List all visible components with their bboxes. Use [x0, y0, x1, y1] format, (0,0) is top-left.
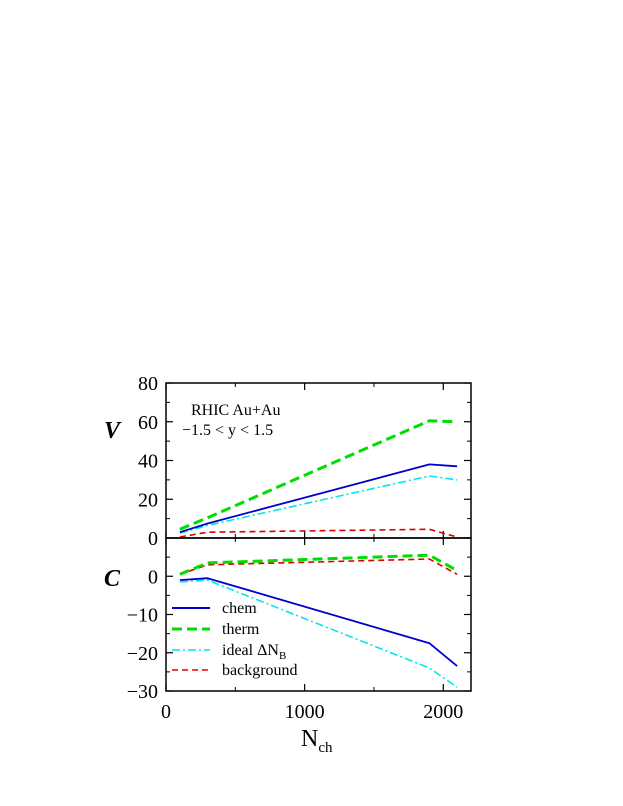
annotation-line-2: −1.5 < y < 1.5 [182, 422, 273, 439]
xtick-label: 0 [161, 701, 171, 723]
ytick-label: −20 [127, 643, 158, 665]
legend-label-therm: therm [222, 621, 260, 638]
x-axis-label-main: N [301, 726, 318, 752]
panel-c-ticks: −30 −20 −10 0 0 1000 2000 [127, 538, 471, 723]
panel-v: 0 20 40 60 80 V RHIC Au+Au −1.5 < y < 1.5 [104, 373, 472, 550]
series-line-chem [179, 463, 458, 534]
ytick-label: 0 [148, 528, 158, 550]
ytick-label: 0 [148, 566, 158, 588]
panel-v-ticks: 0 20 40 60 80 [138, 373, 471, 550]
series-line-therm [179, 553, 458, 576]
series-line-background [179, 558, 458, 576]
panel-c-label: C [104, 566, 121, 592]
legend-label-background: background [222, 662, 298, 679]
panel-c: −30 −20 −10 0 0 1000 2000 C chem therm ideal Δ… [104, 537, 472, 756]
series-line-ideal [179, 579, 458, 688]
xtick-label: 1000 [285, 701, 325, 723]
legend: chem therm ideal ΔNB background [172, 600, 298, 679]
panel-v-series [179, 419, 458, 538]
xtick-label: 2000 [423, 701, 463, 723]
panel-c-series [179, 553, 458, 688]
legend-label-ideal-main: ideal ΔN [222, 642, 279, 659]
series-line-ideal [179, 475, 458, 534]
ytick-label: −30 [127, 681, 158, 703]
ytick-label: 80 [138, 373, 158, 395]
ytick-label: 20 [138, 489, 158, 511]
legend-label-chem: chem [222, 600, 257, 617]
ytick-label: 40 [138, 451, 158, 473]
annotation-line-1: RHIC Au+Au [191, 402, 280, 419]
panel-v-label: V [104, 418, 122, 444]
series-line-background [179, 528, 458, 538]
legend-label-ideal-sub: B [279, 650, 286, 662]
ytick-label: 60 [138, 412, 158, 434]
ytick-label: −10 [127, 605, 158, 627]
x-axis-label: Nch [301, 726, 333, 756]
panel-c-frame [165, 537, 472, 692]
series-line-therm [179, 419, 458, 531]
series-line-chem [179, 577, 458, 667]
legend-label-ideal: ideal ΔNB [222, 642, 286, 662]
x-axis-label-sub: ch [318, 740, 333, 756]
